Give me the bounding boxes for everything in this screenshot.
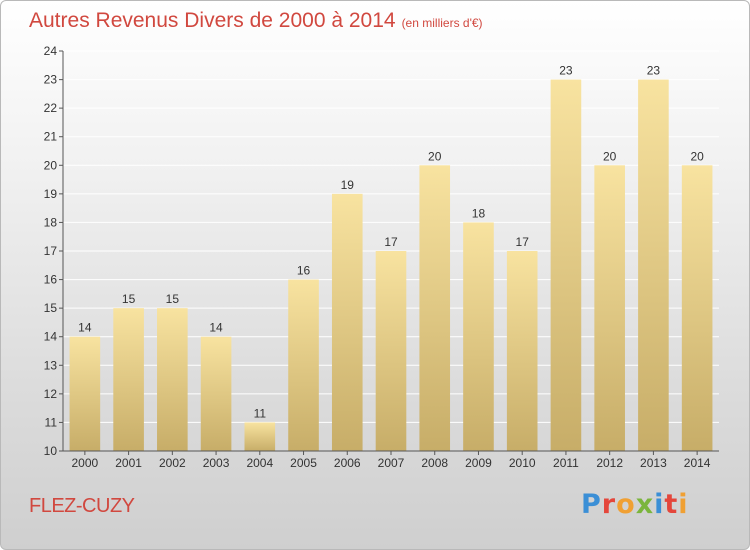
bar	[550, 79, 582, 452]
data-label: 23	[647, 64, 661, 78]
y-tick-label: 13	[44, 358, 58, 372]
y-tick-label: 15	[44, 301, 58, 315]
x-tick-label: 2004	[246, 456, 273, 470]
y-tick-label: 10	[44, 444, 58, 458]
logo-letter: o	[616, 489, 636, 520]
bar	[594, 165, 625, 452]
data-label: 15	[122, 292, 136, 306]
x-tick-label: 2012	[596, 456, 623, 470]
chart-title-text: Autres Revenus Divers de 2000 à 2014	[29, 9, 396, 32]
proxiti-logo[interactable]: Proxiti	[581, 489, 689, 520]
x-tick-label: 2008	[421, 456, 448, 470]
bar	[331, 193, 363, 451]
data-label: 14	[209, 321, 223, 335]
logo-letter: i	[678, 489, 689, 520]
bar	[375, 251, 407, 451]
data-label: 17	[516, 235, 530, 249]
x-tick-label: 2011	[553, 456, 579, 470]
bar	[69, 336, 101, 451]
y-tick-label: 21	[44, 130, 58, 144]
x-tick-label: 2003	[203, 456, 230, 470]
chart-title: Autres Revenus Divers de 2000 à 2014 (en …	[29, 9, 483, 33]
x-tick-label: 2005	[290, 456, 317, 470]
bar	[463, 222, 494, 451]
y-tick-label: 19	[44, 187, 58, 201]
data-label: 16	[297, 264, 311, 278]
y-tick-label: 23	[44, 73, 58, 87]
chart-unit: (en milliers d'€)	[401, 16, 483, 30]
x-tick-label: 2002	[159, 456, 186, 470]
data-label: 19	[341, 178, 355, 192]
bar	[113, 308, 144, 451]
logo-letter: x	[635, 489, 655, 520]
bar	[638, 79, 669, 452]
data-label: 17	[384, 235, 398, 249]
data-label: 20	[603, 149, 617, 163]
y-tick-label: 18	[44, 215, 58, 229]
x-tick-label: 2001	[115, 456, 142, 470]
location-name: FLEZ-CUZY	[29, 495, 135, 517]
x-tick-label: 2006	[334, 456, 361, 470]
data-labels: 14 15 15 14 11 16 19 17 20 18 17 23 20 23 20	[78, 64, 704, 421]
data-label: 18	[472, 206, 486, 220]
y-tick-label: 17	[44, 244, 58, 258]
logo-letter: P	[581, 489, 602, 520]
bar	[506, 251, 538, 451]
y-tick-label: 24	[44, 44, 58, 58]
logo-letter: i	[654, 489, 665, 520]
data-label: 15	[166, 292, 180, 306]
axes: 10 11 12 13 14 15 16 17 18 19 20 21 22 23 24 2000 2001 20…	[44, 44, 719, 470]
x-tick-label: 2013	[640, 456, 667, 470]
x-tick-label: 2010	[509, 456, 536, 470]
x-tick-label: 2014	[684, 456, 711, 470]
y-tick-label: 12	[44, 387, 58, 401]
bar	[244, 422, 276, 451]
bar	[419, 165, 451, 452]
data-label: 23	[559, 64, 573, 78]
y-tick-label: 11	[45, 415, 58, 429]
data-label: 14	[78, 321, 92, 335]
y-tick-label: 20	[44, 158, 58, 172]
y-tick-label: 14	[44, 330, 58, 344]
logo-letter: t	[664, 489, 679, 520]
y-tick-label: 22	[44, 101, 58, 115]
data-label: 11	[254, 406, 267, 420]
data-label: 20	[428, 149, 442, 163]
x-tick-label: 2009	[465, 456, 492, 470]
bars	[69, 79, 713, 452]
bar	[288, 279, 319, 451]
bar	[157, 308, 188, 451]
data-label: 20	[690, 149, 704, 163]
logo-letter: r	[601, 489, 617, 520]
x-tick-label: 2007	[378, 456, 405, 470]
bar	[200, 336, 232, 451]
x-tick-label: 2000	[72, 456, 99, 470]
bar	[681, 165, 713, 452]
y-tick-label: 16	[44, 273, 58, 287]
